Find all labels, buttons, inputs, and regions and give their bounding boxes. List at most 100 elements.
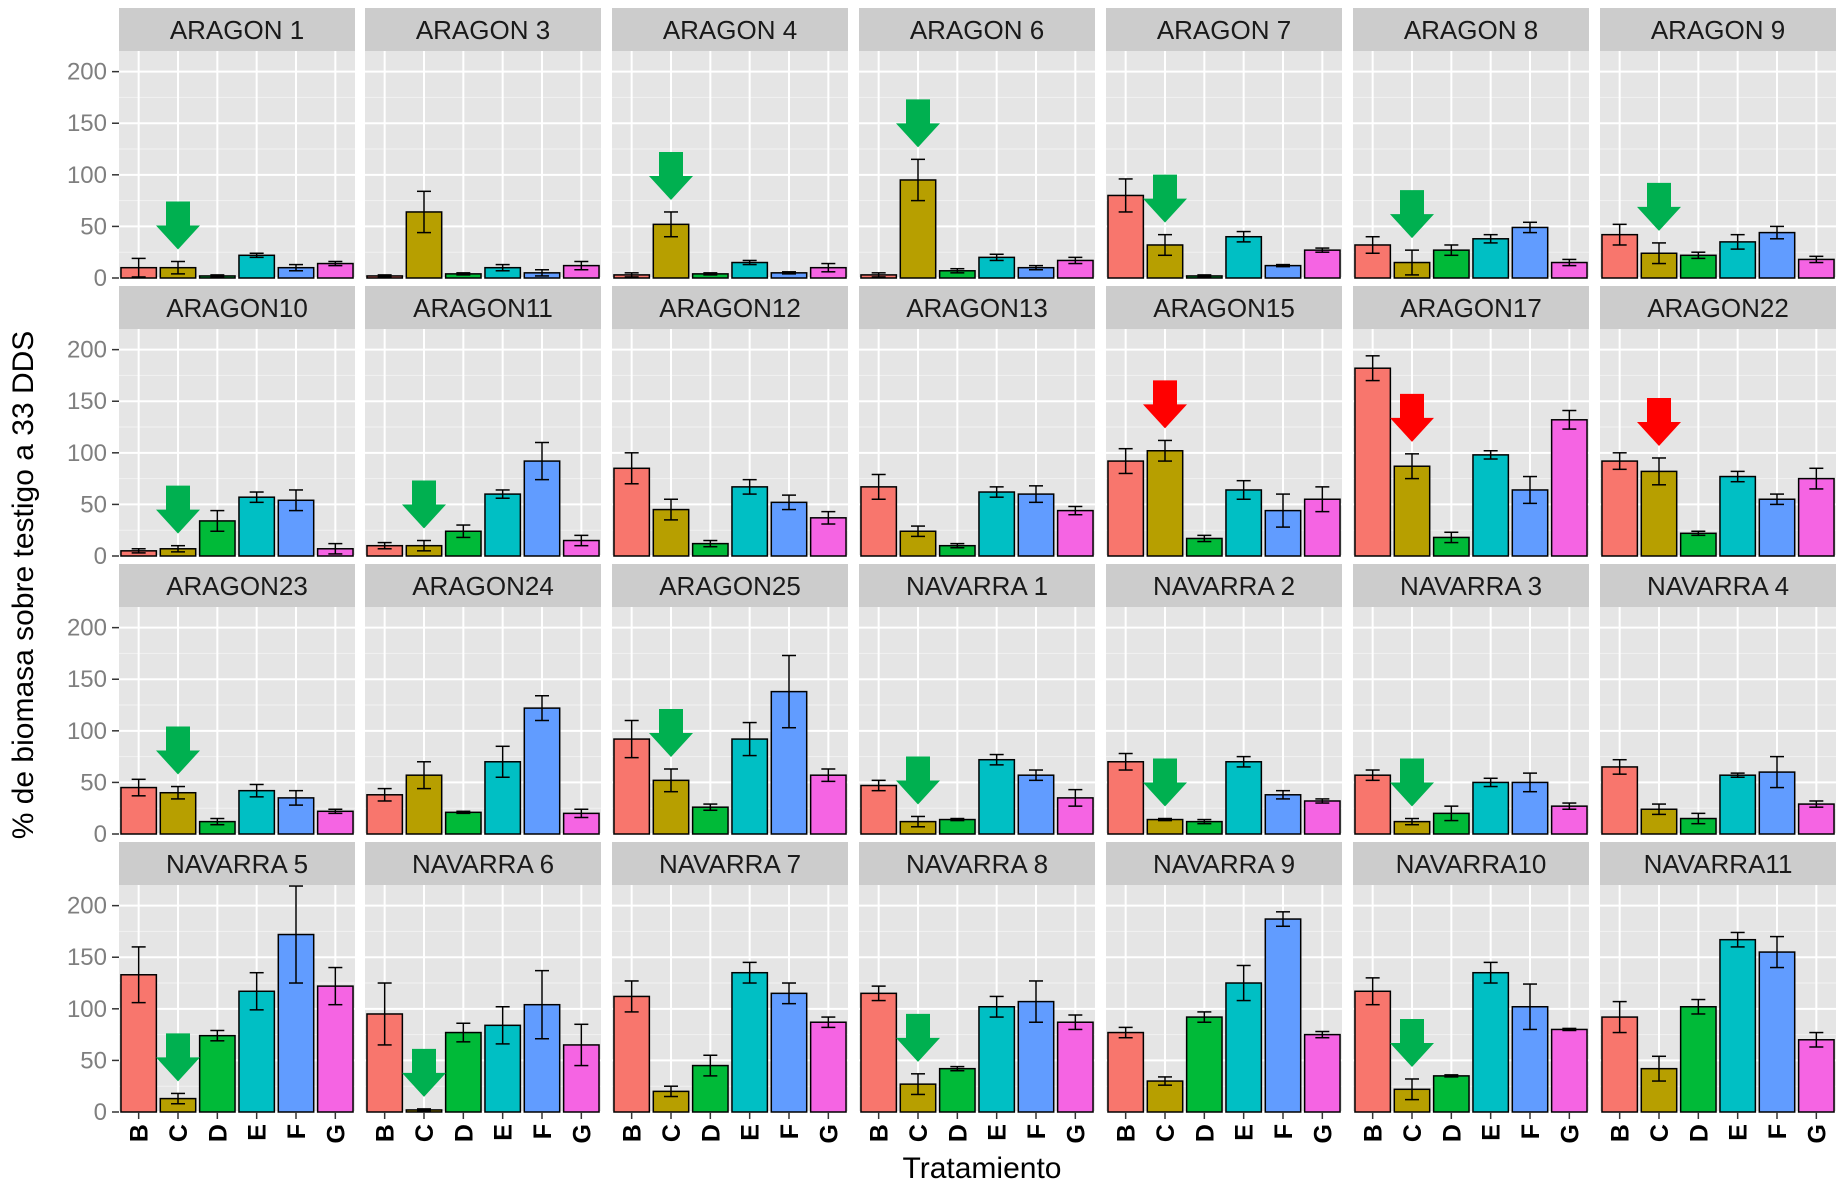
bar <box>978 758 1016 835</box>
bar <box>1264 794 1302 835</box>
panel-background <box>612 607 848 834</box>
panel-background <box>1600 329 1836 556</box>
panel: ARAGON11 <box>365 286 601 557</box>
bar <box>1146 1080 1184 1113</box>
x-tick-label: F <box>283 1124 311 1139</box>
x-tick-label: D <box>697 1124 725 1142</box>
panel-title: ARAGON10 <box>166 293 308 323</box>
panel-background <box>1106 607 1342 834</box>
panel: ARAGON10 0 50 100 150 200 <box>67 286 355 570</box>
panel-strip <box>1106 286 1342 329</box>
panel-background <box>1106 51 1342 278</box>
x-tick-label: F <box>1517 1124 1545 1139</box>
bar <box>1185 1016 1223 1113</box>
arrow-marker <box>1390 758 1434 807</box>
panel-title: ARAGON25 <box>659 571 801 601</box>
bar <box>238 990 276 1113</box>
bar <box>938 1067 976 1113</box>
panel-background <box>859 329 1095 556</box>
bar <box>978 1006 1016 1113</box>
bar <box>1225 761 1263 835</box>
bar <box>652 223 690 279</box>
arrow-marker <box>896 99 940 148</box>
x-tick-label: C <box>905 1124 933 1142</box>
panel: ARAGON15 <box>1106 286 1342 557</box>
x-tick-label: E <box>490 1124 518 1141</box>
arrow-marker <box>1143 380 1187 429</box>
y-tick-label: 0 <box>94 543 107 570</box>
arrow-marker <box>1143 174 1187 223</box>
panel-strip <box>1600 8 1836 51</box>
panel-strip <box>1353 842 1589 885</box>
y-tick-label: 150 <box>67 110 107 137</box>
arrow-marker <box>896 1013 940 1062</box>
panel: NAVARRA10 B C D E F G <box>1353 842 1589 1143</box>
bar <box>1225 235 1263 279</box>
panel: ARAGON23 0 50 100 150 200 <box>67 564 355 848</box>
x-tick-label: G <box>322 1124 350 1143</box>
panel-strip <box>1106 564 1342 607</box>
panel-strip <box>119 286 355 329</box>
y-tick-label: 100 <box>67 996 107 1023</box>
panel-title: NAVARRA 1 <box>906 571 1048 601</box>
bar <box>1107 460 1145 557</box>
panel: NAVARRA 6 B C D E F G <box>365 842 601 1143</box>
bar <box>1758 498 1796 557</box>
bar <box>1107 1031 1145 1113</box>
bar <box>1146 818 1184 835</box>
x-tick-label: F <box>1270 1124 1298 1139</box>
x-tick-label: C <box>1646 1124 1674 1142</box>
x-tick-label: D <box>944 1124 972 1142</box>
panel-title: ARAGON13 <box>906 293 1048 323</box>
bar <box>1601 460 1639 557</box>
bar <box>1146 450 1184 557</box>
x-tick-label: E <box>1478 1124 1506 1141</box>
panel-title: ARAGON 4 <box>663 15 797 45</box>
panel-title: ARAGON22 <box>1647 293 1789 323</box>
panel-title: ARAGON 3 <box>416 15 550 45</box>
panel-background <box>1353 885 1589 1112</box>
bar <box>809 774 847 835</box>
arrow-marker <box>1637 182 1681 231</box>
panel: NAVARRA11 B C D E F G <box>1600 842 1836 1143</box>
bar <box>238 496 276 557</box>
panel-background <box>1600 51 1836 278</box>
y-tick-label: 50 <box>80 213 107 240</box>
y-tick-label: 200 <box>67 893 107 920</box>
panel-title: NAVARRA 4 <box>1647 571 1789 601</box>
y-tick-label: 50 <box>80 1047 107 1074</box>
panel: ARAGON24 <box>365 564 601 835</box>
panel-title: NAVARRA 5 <box>166 849 308 879</box>
panel-strip <box>119 564 355 607</box>
panel-strip <box>1353 564 1589 607</box>
panel-strip <box>1600 564 1836 607</box>
bar <box>1225 982 1263 1113</box>
x-tick-label: G <box>1309 1124 1337 1143</box>
panel-strip <box>859 842 1095 885</box>
bar <box>809 1021 847 1113</box>
panel-title: ARAGON 8 <box>1404 15 1538 45</box>
arrow-marker <box>1143 758 1187 807</box>
y-tick-label: 100 <box>67 440 107 467</box>
x-tick-label: C <box>165 1124 193 1142</box>
panel-background <box>365 329 601 556</box>
panel-background <box>119 329 355 556</box>
panel-background <box>612 885 848 1112</box>
panel-strip <box>612 8 848 51</box>
panel-background <box>119 607 355 834</box>
panel: ARAGON 6 <box>859 8 1095 279</box>
x-tick-label: C <box>658 1124 686 1142</box>
panel-strip <box>859 286 1095 329</box>
y-tick-label: 100 <box>67 162 107 189</box>
panel: ARAGON 3 <box>365 8 601 279</box>
bar <box>1550 1028 1588 1113</box>
panel-title: NAVARRA 2 <box>1153 571 1295 601</box>
bar <box>1017 493 1055 557</box>
panel-strip <box>365 8 601 51</box>
x-tick-label: F <box>529 1124 557 1139</box>
y-tick-label: 200 <box>67 59 107 86</box>
bar <box>238 254 276 279</box>
bar <box>1797 477 1835 557</box>
x-tick-label: G <box>568 1124 596 1143</box>
